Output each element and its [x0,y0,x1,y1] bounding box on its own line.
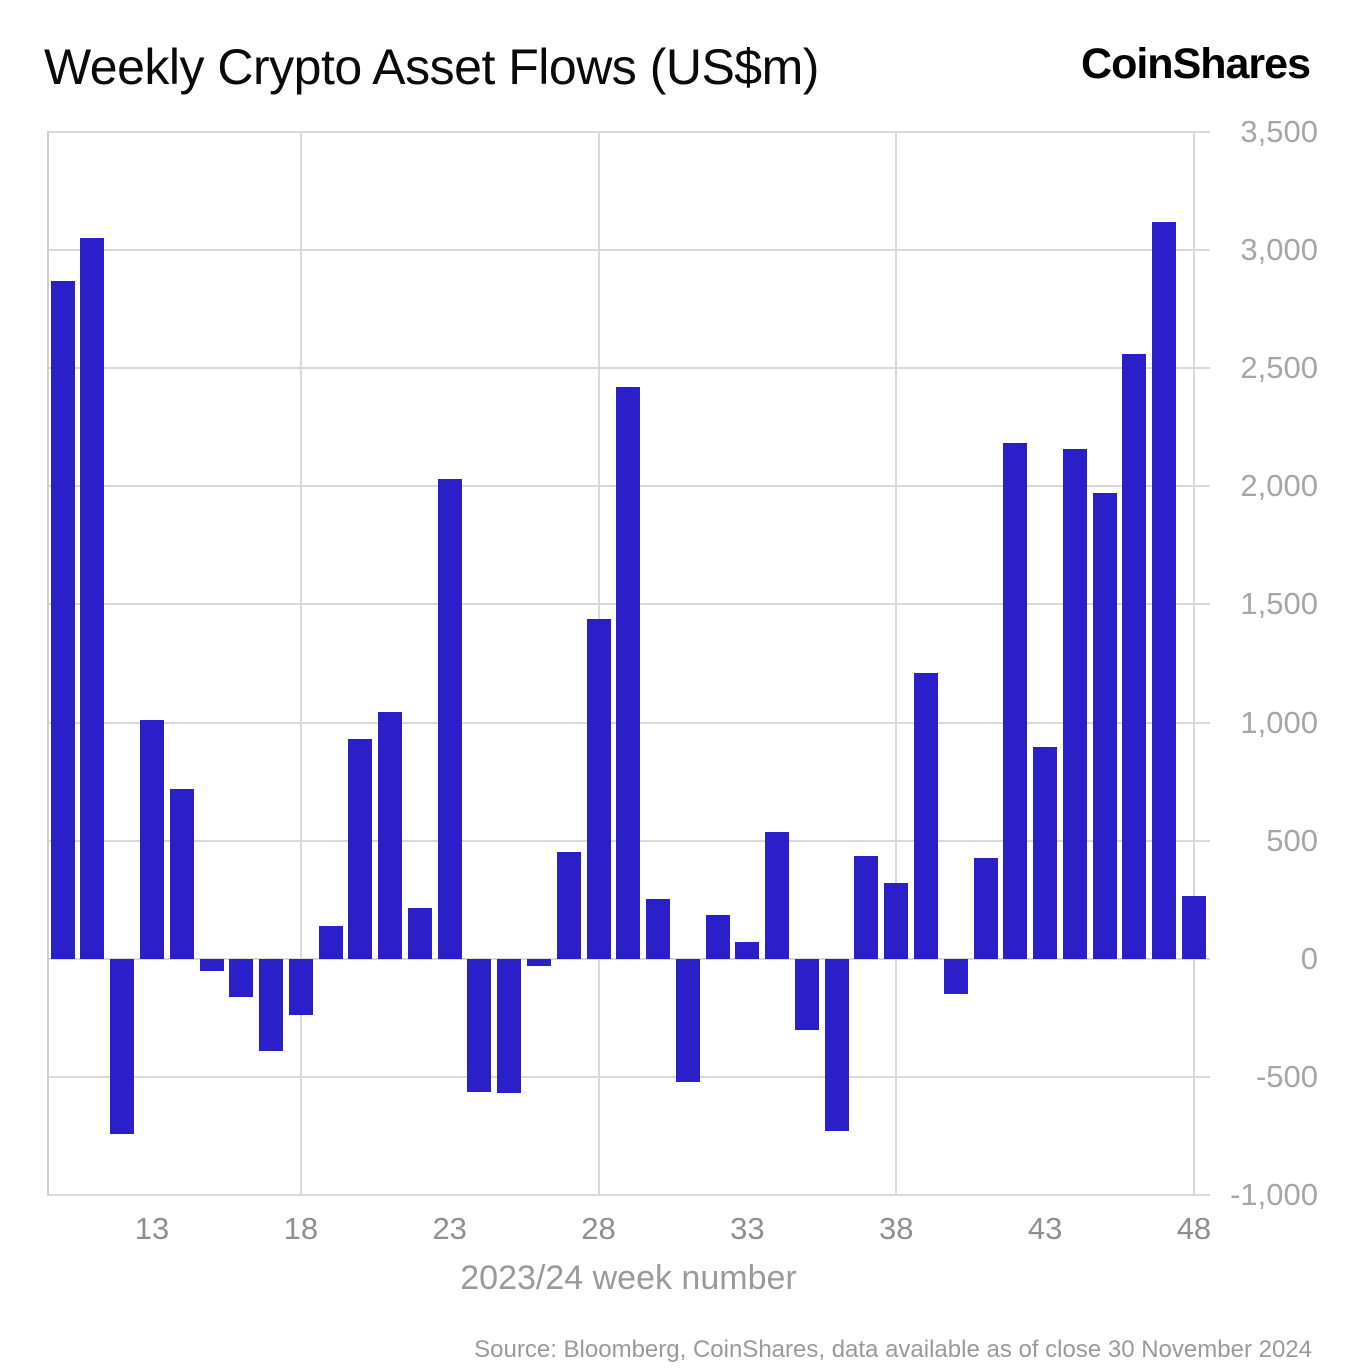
bar-week-35 [794,958,819,1030]
bar-week-11 [80,238,105,959]
bar-week-36 [824,958,849,1132]
bar-week-15 [199,958,224,971]
bar-week-40 [943,958,968,995]
bar-week-41 [973,858,998,959]
bar-week-45 [1092,493,1117,959]
x-axis-tick-label: 33 [730,1211,765,1246]
page-title: Weekly Crypto Asset Flows (US$m) [44,39,819,95]
horizontal-gridline [47,131,1210,133]
bar-week-21 [378,711,403,959]
x-axis-tick-label: 48 [1176,1211,1212,1246]
bar-week-18 [288,958,313,1016]
bar-week-39 [914,672,939,959]
y-axis-tick-label: 1,000 [1240,704,1318,740]
horizontal-gridline [47,1194,1210,1196]
bar-week-19 [318,925,343,959]
bar-week-17 [259,958,284,1051]
bar-week-24 [467,958,492,1093]
bar-week-38 [884,883,909,959]
vertical-gridline [299,132,302,1195]
bar-week-37 [854,856,879,959]
x-axis-tick-label: 23 [432,1211,467,1246]
y-axis-tick-label: 2,500 [1240,350,1318,386]
coinshares-logo: CoinShares [1081,40,1311,88]
bar-week-31 [675,958,700,1082]
horizontal-gridline [47,957,1210,960]
bar-week-48 [1181,896,1206,959]
x-axis-tick-label: 13 [134,1211,170,1246]
bar-week-14 [169,788,194,959]
bar-week-44 [1062,448,1087,959]
vertical-gridline [1192,132,1195,1195]
y-axis-tick-label: 2,000 [1240,468,1318,504]
bar-week-28 [586,618,611,959]
y-axis-tick-label: 1,500 [1240,586,1318,622]
y-axis-tick-label: -500 [1255,1058,1318,1094]
bar-week-30 [646,898,671,959]
bar-week-23 [437,479,462,959]
vertical-gridline [895,132,898,1195]
bar-week-32 [705,915,730,959]
x-axis-tick-label: 43 [1027,1211,1063,1246]
bar-week-46 [1122,354,1147,959]
bar-week-33 [735,942,760,959]
bar-week-43 [1033,747,1058,959]
bar-week-10 [50,280,75,959]
horizontal-gridline [47,1075,1210,1078]
horizontal-gridline [47,367,1210,370]
bar-week-16 [229,958,254,997]
bar-week-12 [110,958,135,1134]
bar-week-47 [1152,221,1177,959]
y-axis-tick-label: -1,000 [1230,1177,1318,1212]
bar-week-13 [140,720,164,959]
bar-week-27 [556,852,581,959]
bar-week-42 [1003,442,1028,959]
horizontal-gridline [47,249,1210,252]
bar-week-29 [616,387,641,959]
x-axis-label: 2023/24 week number [460,1259,797,1297]
y-axis-tick-label: 3,500 [1240,114,1318,149]
y-axis-tick-label: 0 [1300,940,1318,976]
bar-week-20 [348,739,373,959]
source-note: Source: Bloomberg, CoinShares, data avai… [474,1336,1312,1363]
bar-week-25 [497,958,522,1094]
y-axis-line [47,132,49,1195]
bar-week-26 [527,958,551,966]
y-axis-tick-label: 500 [1266,822,1318,858]
bar-week-34 [765,832,790,959]
x-axis-tick-label: 38 [879,1211,914,1246]
bar-week-22 [407,907,432,959]
x-axis-tick-label: 28 [581,1211,616,1246]
x-axis-tick-label: 18 [283,1211,319,1246]
y-axis-tick-label: 3,000 [1240,232,1318,268]
